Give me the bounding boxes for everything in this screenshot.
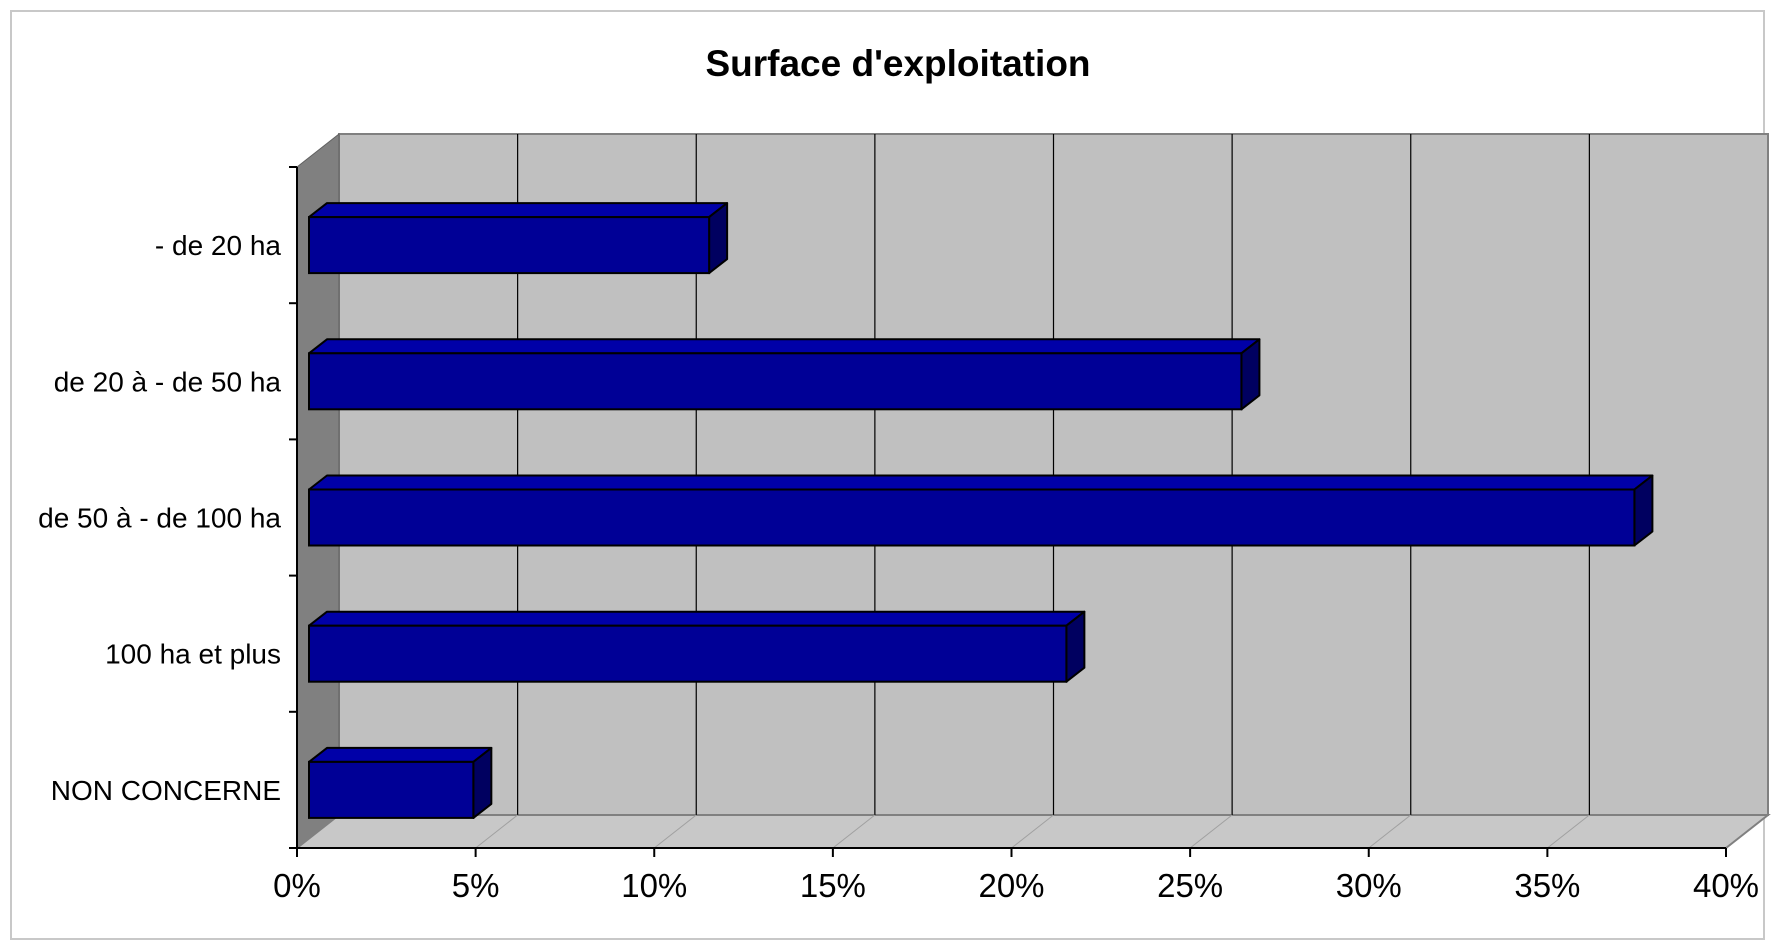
- category-label: 100 ha et plus: [105, 639, 281, 670]
- bar-top: [308, 202, 729, 219]
- x-tick-label: 35%: [1514, 867, 1580, 904]
- bar-top: [308, 338, 1261, 355]
- bar: [308, 352, 1243, 411]
- bar-top: [308, 610, 1086, 627]
- floor-gridline: [1189, 814, 1233, 849]
- floor-gridline: [1011, 814, 1054, 849]
- floor-gridline: [1368, 814, 1412, 849]
- x-tick-label: 25%: [1157, 867, 1223, 904]
- floor-gridline: [653, 814, 697, 849]
- bar: [308, 216, 711, 275]
- bar: [308, 760, 475, 819]
- bar: [308, 624, 1068, 683]
- floor-gridline: [832, 814, 876, 849]
- x-tick-label: 0%: [273, 867, 321, 904]
- plot-area: 0% 5% 10% 15% 20% 25% 30% 35% 40% - de 20 ha de 20…: [38, 132, 1771, 904]
- floor-gridline: [475, 814, 518, 849]
- chart-title: Surface d'exploitation: [705, 43, 1090, 84]
- x-tick-label: 30%: [1336, 867, 1402, 904]
- category-label: - de 20 ha: [155, 230, 282, 261]
- bar: [308, 488, 1636, 547]
- category-label: de 50 à - de 100 ha: [38, 503, 281, 534]
- x-tick-label: 5%: [452, 867, 500, 904]
- x-tick-label: 15%: [800, 867, 866, 904]
- bar-top: [308, 474, 1654, 491]
- floor-gridline: [1547, 814, 1590, 849]
- category-label: de 20 à - de 50 ha: [54, 366, 282, 397]
- bar-top: [308, 746, 493, 763]
- x-tick-label: 40%: [1693, 867, 1759, 904]
- x-tick-label: 20%: [978, 867, 1044, 904]
- category-label: NON CONCERNE: [51, 775, 281, 806]
- x-tick-label: 10%: [621, 867, 687, 904]
